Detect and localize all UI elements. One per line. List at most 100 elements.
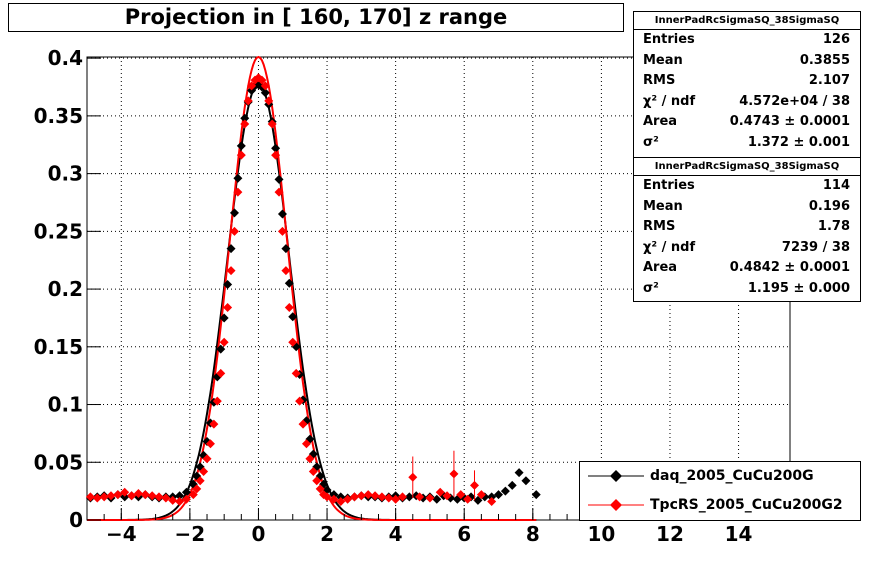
data-point [236, 141, 246, 151]
data-point [363, 490, 373, 500]
stats-value: 114 [822, 178, 850, 193]
data-point [377, 492, 387, 502]
stats-key: χ² / ndf [643, 93, 696, 109]
stats-value: 4.572e+04 / 38 [739, 93, 850, 109]
stats-value: 2.107 [808, 73, 850, 89]
stats-value: 1.372 ± 0.001 [747, 134, 850, 150]
stats-key: Entries [643, 32, 695, 47]
data-point [236, 150, 246, 160]
data-point [531, 490, 541, 500]
x-tick-label: 10 [587, 522, 615, 546]
x-tick-label: 14 [725, 522, 753, 546]
stats-key: σ² [643, 134, 659, 150]
data-point [370, 491, 380, 501]
data-point [487, 492, 497, 502]
data-point [288, 337, 298, 347]
data-point [425, 493, 435, 503]
data-point [343, 494, 353, 504]
stats-name: InnerPadRcSigmaSQ_38SigmaSQ [634, 158, 860, 176]
data-point [85, 492, 95, 502]
data-point [247, 81, 257, 91]
y-tick-label: 0.4 [48, 46, 83, 70]
stats-key: Mean [643, 198, 683, 214]
x-tick-label: 0 [252, 522, 266, 546]
x-tick-label: 2 [320, 522, 334, 546]
y-tick-label: 0 [69, 508, 83, 532]
data-point [195, 476, 205, 486]
y-tick-label: 0.3 [48, 162, 83, 186]
data-point [288, 312, 298, 322]
data-point [277, 209, 287, 219]
stats-value: 126 [822, 32, 850, 47]
stats-value: 7239 / 38 [781, 239, 850, 255]
data-point [456, 490, 466, 500]
stats-box-tpcrs: InnerPadRcSigmaSQ_38SigmaSQ Entries 114 Me… [633, 157, 861, 302]
data-point [99, 492, 109, 502]
data-point [120, 487, 130, 497]
legend-marker-tpcrs [588, 499, 644, 511]
stats-row: Mean 0.196 [634, 197, 860, 218]
data-point [507, 480, 517, 490]
stats-key: χ² / ndf [643, 239, 696, 255]
legend: daq_2005_CuCu200G TpcRS_2005_CuCu200G2 [579, 461, 861, 521]
data-point [312, 476, 322, 486]
stats-row: σ² 1.372 ± 0.001 [634, 133, 860, 154]
chart-title: Projection in [ 160, 170] z range [8, 3, 624, 32]
data-point [435, 487, 445, 497]
data-point [219, 313, 229, 323]
data-point [106, 491, 116, 501]
stats-row: Area 0.4842 ± 0.0001 [634, 258, 860, 279]
data-point [397, 492, 407, 502]
stats-key: Entries [643, 178, 695, 193]
data-point [274, 187, 284, 197]
stats-value: 1.78 [817, 219, 850, 235]
data-point [473, 495, 483, 505]
data-point [154, 492, 164, 502]
data-point [229, 226, 239, 236]
y-tick-label: 0.35 [34, 104, 83, 128]
data-point [199, 467, 209, 477]
data-point [192, 484, 202, 494]
data-point [127, 491, 137, 501]
legend-marker-daq [588, 470, 644, 482]
legend-item-tpcrs: TpcRS_2005_CuCu200G2 [580, 491, 860, 520]
data-point [487, 497, 497, 507]
x-tick-label: −4 [106, 522, 137, 546]
stats-key: Mean [643, 52, 683, 68]
data-point [212, 396, 222, 406]
data-point [349, 492, 359, 502]
data-point [295, 396, 305, 406]
stats-value: 1.195 ± 0.000 [747, 280, 850, 296]
data-point [140, 490, 150, 500]
stats-value: 0.4842 ± 0.0001 [729, 260, 850, 276]
data-point [243, 96, 253, 106]
data-point [415, 492, 425, 502]
legend-label: daq_2005_CuCu200G [650, 468, 814, 484]
data-point [322, 492, 332, 502]
data-point [404, 492, 414, 502]
data-point [308, 467, 318, 477]
data-point [305, 454, 315, 464]
data-point [274, 174, 284, 184]
x-tick-label: 6 [457, 522, 471, 546]
data-point [442, 491, 452, 501]
data-point [356, 491, 366, 501]
stats-row: χ² / ndf 4.572e+04 / 38 [634, 92, 860, 113]
legend-label: TpcRS_2005_CuCu200G2 [650, 497, 843, 513]
data-point [257, 75, 267, 85]
data-point [277, 226, 287, 236]
data-point [181, 487, 191, 497]
data-point [113, 490, 123, 500]
data-point [329, 494, 339, 504]
stats-value: 0.4743 ± 0.0001 [729, 114, 850, 130]
stats-row: σ² 1.195 ± 0.000 [634, 279, 860, 300]
data-point [521, 476, 531, 486]
data-point [226, 244, 236, 254]
data-point [223, 303, 233, 313]
data-point [500, 486, 510, 496]
data-point [281, 244, 291, 254]
data-point [514, 468, 524, 478]
legend-item-daq: daq_2005_CuCu200G [580, 462, 860, 491]
y-tick-label: 0.05 [34, 450, 83, 474]
